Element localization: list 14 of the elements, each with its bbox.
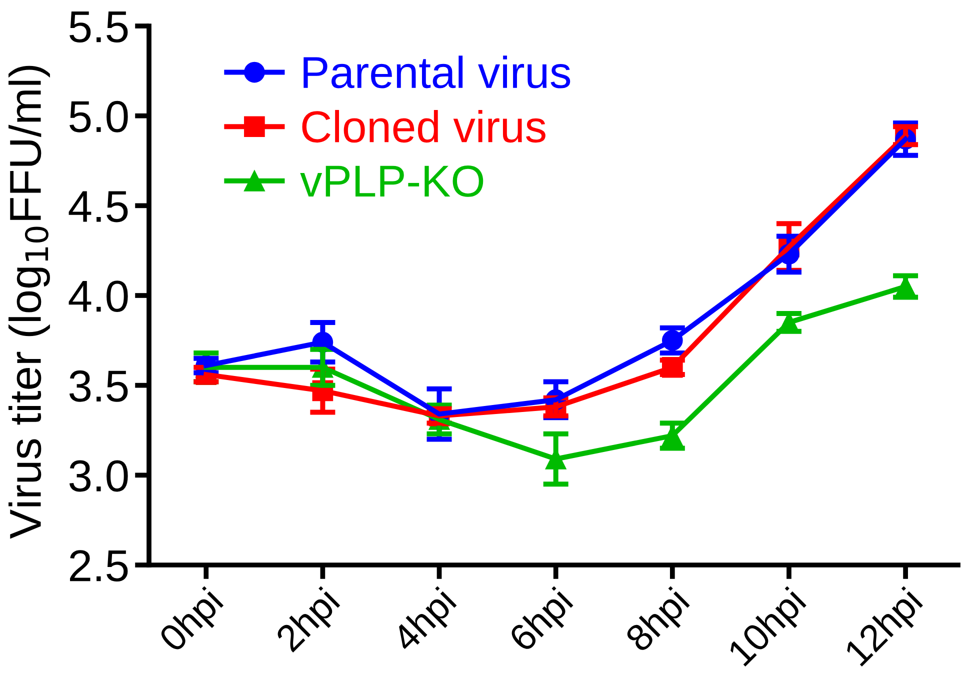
y-tick-label: 5.0 [70,100,128,132]
y-tick-label: 2.5 [70,550,128,582]
y-tick-label: 3.0 [69,460,128,492]
y-tick-label: 4.5 [68,191,128,222]
legend-label: vPLP-KO [300,165,484,197]
y-tick-label: 3.5 [69,370,128,402]
x-tick-label: 0hpi [157,586,230,658]
legend-label: Cloned virus [302,110,546,143]
x-tick-label: 6hpi [507,586,579,658]
y-tick-label: 4.0 [68,280,128,312]
legend-label: Parental virus [304,56,570,88]
x-tick-label: 4hpi [390,586,462,659]
y-tick-label: 5.5 [70,12,128,43]
y-axis-title: Virus titer (log$_{10}$FFU/ml) [8,66,50,539]
